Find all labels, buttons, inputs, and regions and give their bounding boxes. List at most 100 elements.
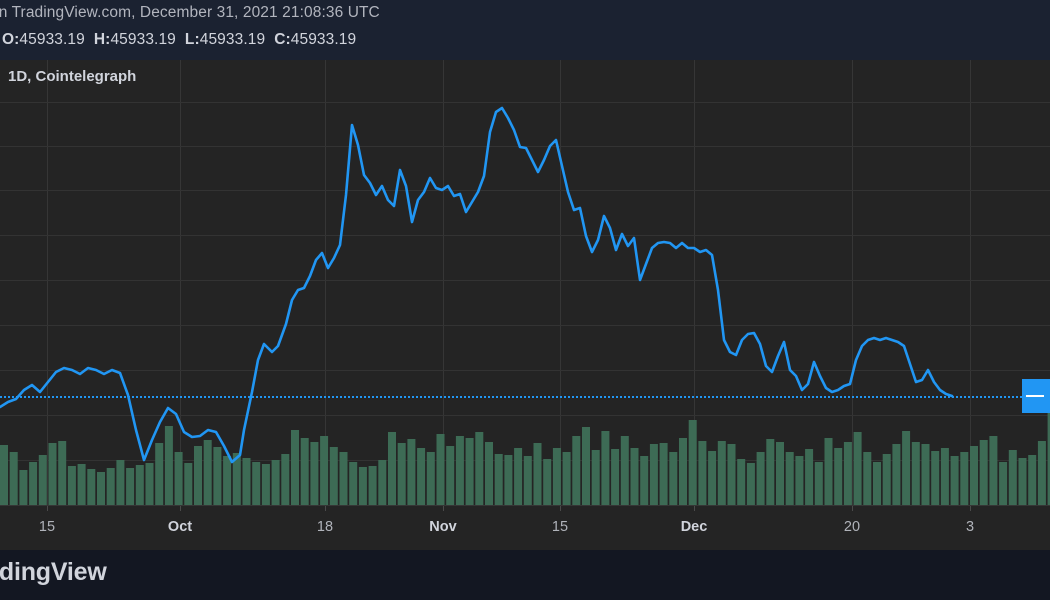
volume-bar [87, 469, 96, 505]
volume-bar [97, 472, 105, 505]
volume-bar [1018, 458, 1027, 505]
volume-bar [223, 456, 232, 505]
volume-bar [38, 455, 47, 505]
volume-bar [562, 452, 571, 505]
volume-bar [203, 440, 212, 505]
volume-bar [116, 460, 125, 505]
horizontal-gridline-5 [0, 325, 1050, 326]
vertical-gridline-nov [443, 60, 444, 505]
time-axis-label-20: 20 [843, 519, 861, 535]
volume-bar [329, 447, 338, 505]
volume-bar [950, 456, 959, 505]
time-axis-tick [180, 506, 181, 511]
volume-bar [688, 420, 697, 505]
volume-bar [601, 431, 610, 505]
volume-bar [252, 462, 261, 505]
volume-bar [814, 462, 823, 505]
volume-bar [824, 438, 833, 505]
volume-bar [436, 434, 445, 505]
volume-bar [620, 436, 629, 505]
time-axis-label-15: 15 [38, 519, 56, 535]
volume-bar [368, 466, 377, 505]
volume-bar [494, 454, 503, 505]
ohlc-high-key: H: [93, 31, 111, 48]
volume-bar [194, 446, 202, 505]
vertical-gridline-20 [852, 60, 853, 505]
vertical-gridline-dec [694, 60, 695, 505]
volume-bar [291, 430, 299, 505]
chart-header-title-text: on TradingView.com, December 31, 2021 21… [0, 4, 380, 21]
vertical-gridline-3 [970, 60, 971, 505]
volume-bar [29, 462, 38, 505]
volume-bar [746, 463, 755, 505]
volume-bar [407, 439, 416, 505]
vertical-gridline-18 [325, 60, 326, 505]
volume-bar [48, 443, 57, 505]
ohlc-low-value: 45933.19 [199, 31, 266, 48]
volume-bar [504, 455, 513, 505]
volume-bar [785, 452, 794, 505]
time-axis-label-dec: Dec [680, 519, 708, 535]
tradingview-watermark: TradingView [0, 558, 107, 586]
volume-bar [582, 427, 590, 505]
volume-bar [960, 452, 969, 505]
volume-bar [242, 458, 251, 505]
horizontal-gridline-0 [0, 102, 1050, 103]
chart-pane[interactable]: 1D, Cointelegraph [0, 60, 1050, 505]
price-and-volume-series [0, 106, 1050, 505]
price-line-series [0, 106, 954, 464]
volume-bar [611, 449, 620, 505]
volume-bar [979, 440, 988, 505]
volume-bar [455, 436, 464, 505]
volume-bar [853, 432, 862, 505]
volume-bar [543, 459, 552, 505]
volume-bar [523, 456, 532, 505]
time-axis-label-18: 18 [316, 519, 334, 535]
volume-bar [999, 462, 1008, 505]
last-price-dotted-line [0, 396, 1050, 398]
volume-bar [9, 452, 18, 505]
volume-bar [717, 441, 726, 505]
time-axis-tick [694, 506, 695, 511]
volume-bar [126, 468, 135, 505]
volume-bar [174, 452, 183, 505]
ohlc-high-value: 45933.19 [110, 31, 176, 48]
ohlc-open-value: 45933.19 [19, 31, 85, 48]
volume-bar [232, 453, 241, 505]
volume-bar [970, 446, 978, 505]
time-axis-label-oct: Oct [167, 519, 193, 535]
volume-bar [281, 454, 290, 505]
ohlc-legend: O:45933.19 H:45933.19 L:45933.19 C:45933.19 [0, 31, 365, 49]
time-axis-label-15: 15 [551, 519, 569, 535]
volume-bar [1028, 455, 1037, 505]
ohlc-low-key: L: [184, 31, 200, 48]
time-axis-label-nov: Nov [429, 519, 457, 535]
volume-bar [58, 441, 67, 505]
footer-bar: TradingView [0, 550, 1050, 600]
time-axis-tick [852, 506, 853, 511]
volume-bar [591, 450, 600, 505]
volume-bar [843, 442, 852, 505]
volume-bar [989, 436, 998, 505]
last-price-tag[interactable] [1022, 379, 1050, 413]
volume-bar [485, 442, 493, 505]
volume-bar [698, 441, 707, 505]
volume-bar [669, 452, 678, 505]
ohlc-close-value: 45933.19 [290, 31, 357, 48]
volume-bar [892, 444, 901, 505]
vertical-gridline-oct [180, 60, 181, 505]
horizontal-gridline-6 [0, 370, 1050, 371]
time-axis-tick [47, 506, 48, 511]
volume-bar [19, 470, 28, 505]
volume-bar [708, 451, 717, 505]
volume-bar [882, 454, 891, 505]
time-axis[interactable]: 15 Oct 18 Nov 15 Dec 20 3 [0, 505, 1050, 551]
volume-bar [446, 446, 455, 505]
volume-bar [358, 467, 367, 505]
volume-bar [863, 452, 872, 505]
volume-bar [659, 443, 668, 505]
volume-bar [261, 464, 270, 505]
ohlc-close-key: C: [274, 31, 291, 48]
time-axis-tick [560, 506, 561, 511]
volume-bar [727, 444, 736, 505]
